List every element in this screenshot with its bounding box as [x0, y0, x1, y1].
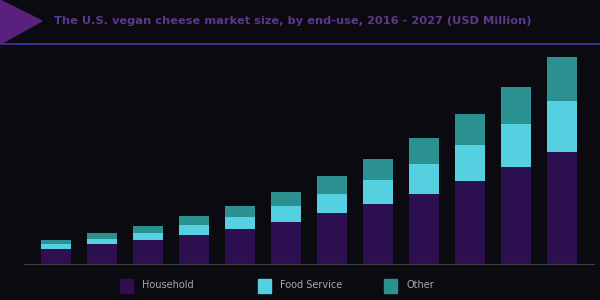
Text: The U.S. vegan cheese market size, by end-use, 2016 - 2027 (USD Million): The U.S. vegan cheese market size, by en… — [54, 16, 532, 26]
Bar — [409, 138, 439, 164]
Bar — [409, 194, 439, 264]
Polygon shape — [0, 0, 42, 44]
Bar — [225, 229, 255, 264]
Bar — [455, 181, 485, 264]
Text: Other: Other — [406, 280, 434, 290]
Bar — [41, 244, 71, 249]
Bar — [179, 216, 209, 225]
Bar — [384, 279, 397, 292]
Bar — [501, 87, 531, 124]
Bar — [271, 222, 301, 264]
Text: Household: Household — [142, 280, 194, 290]
Bar — [317, 214, 347, 264]
Bar — [363, 204, 393, 264]
Bar — [87, 239, 117, 244]
Bar — [317, 194, 347, 214]
Bar — [363, 180, 393, 204]
Bar — [501, 124, 531, 167]
Bar — [225, 217, 255, 229]
Bar — [547, 152, 577, 264]
Bar — [258, 279, 271, 292]
Bar — [87, 244, 117, 264]
Bar — [133, 240, 163, 264]
Bar — [133, 233, 163, 240]
Text: Food Service: Food Service — [280, 280, 343, 290]
Bar — [120, 279, 133, 292]
Bar — [409, 164, 439, 194]
Bar — [455, 114, 485, 145]
Bar — [41, 240, 71, 244]
Bar — [179, 235, 209, 264]
Bar — [225, 206, 255, 217]
Bar — [133, 226, 163, 233]
Bar — [271, 192, 301, 206]
Bar — [179, 225, 209, 235]
Bar — [87, 233, 117, 239]
Bar — [363, 159, 393, 180]
Bar — [501, 167, 531, 264]
Bar — [455, 145, 485, 181]
Bar — [41, 249, 71, 264]
Bar — [271, 206, 301, 222]
Bar — [317, 176, 347, 194]
Bar — [547, 100, 577, 152]
Bar — [547, 57, 577, 100]
